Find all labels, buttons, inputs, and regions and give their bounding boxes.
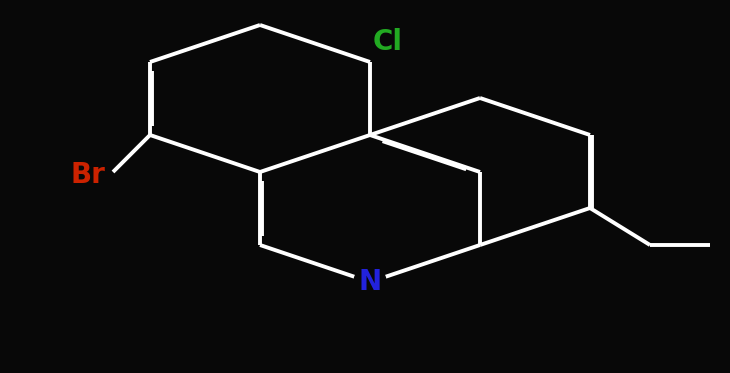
Circle shape	[72, 159, 104, 191]
Text: N: N	[358, 268, 382, 296]
Text: Br: Br	[71, 161, 105, 189]
Circle shape	[354, 266, 386, 298]
Circle shape	[372, 26, 404, 58]
Text: Cl: Cl	[373, 28, 403, 56]
